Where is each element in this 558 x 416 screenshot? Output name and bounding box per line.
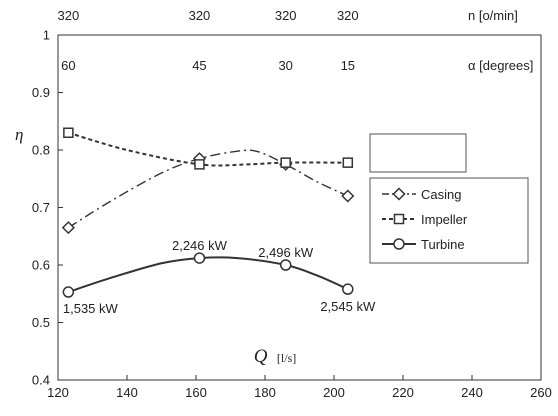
y-tick-label: 0.8 xyxy=(32,143,50,158)
series-turbine xyxy=(62,252,354,298)
y-tick-label: 0.7 xyxy=(32,200,50,215)
legend: Casing Impeller Turbine xyxy=(369,177,529,264)
top-row-value: 30 xyxy=(278,58,292,73)
series-impeller xyxy=(63,127,354,170)
legend-marker-casing xyxy=(392,187,406,201)
top-row-value: 320 xyxy=(337,8,359,23)
series-line-casing xyxy=(67,149,349,229)
x-tick-label: 140 xyxy=(116,385,138,400)
y-tick-label: 0.6 xyxy=(32,258,50,273)
data-point-impeller xyxy=(342,157,354,168)
top-row-label: α [degrees] xyxy=(468,58,533,73)
data-point-turbine xyxy=(62,286,75,298)
data-point-turbine xyxy=(279,259,292,271)
x-axis-label: Q [l/s] xyxy=(254,346,297,367)
legend-marker-impeller xyxy=(393,213,405,225)
top-row-label: n [o/min] xyxy=(468,8,518,23)
y-axis-label: η xyxy=(15,125,23,144)
legend-label-turbine: Turbine xyxy=(421,237,465,252)
data-point-impeller xyxy=(63,127,74,138)
x-tick-label: 160 xyxy=(185,385,207,400)
top-row-value: 320 xyxy=(57,8,79,23)
y-tick-label: 0.5 xyxy=(32,315,50,330)
y-tick-label: 0.9 xyxy=(32,85,50,100)
y-axis-ticks: 0.4 0.5 0.6 0.7 0.8 0.9 1 xyxy=(32,28,63,388)
power-annotations: 1,535 kW 2,246 kW 2,496 kW 2,545 kW xyxy=(63,238,376,316)
x-axis-ticks: 120 140 160 180 200 220 240 260 xyxy=(47,375,552,400)
series-line-turbine xyxy=(68,256,349,293)
legend-label-impeller: Impeller xyxy=(421,212,468,227)
power-label: 2,545 kW xyxy=(320,299,376,314)
legend-marker-turbine xyxy=(393,238,405,250)
top-row-value: 60 xyxy=(61,58,75,73)
data-point-casing xyxy=(341,189,355,203)
x-tick-label: 240 xyxy=(461,385,483,400)
x-axis-label-unit: [l/s] xyxy=(277,351,296,365)
data-point-impeller xyxy=(280,157,291,168)
top-row-value: 320 xyxy=(189,8,211,23)
x-tick-label: 260 xyxy=(530,385,552,400)
x-axis-label-symbol: Q xyxy=(254,346,268,367)
x-tick-label: 200 xyxy=(323,385,345,400)
power-label: 2,496 kW xyxy=(258,245,314,260)
top-row-value: 15 xyxy=(341,58,355,73)
power-label: 2,246 kW xyxy=(172,238,228,253)
series-line-impeller xyxy=(68,131,348,167)
data-point-impeller xyxy=(194,159,205,170)
empty-legend-box xyxy=(369,133,467,173)
x-tick-label: 120 xyxy=(47,385,69,400)
data-point-casing xyxy=(61,221,75,235)
x-tick-label: 180 xyxy=(254,385,276,400)
data-point-turbine xyxy=(193,252,206,264)
x-tick-label: 220 xyxy=(392,385,414,400)
top-row-value: 45 xyxy=(192,58,206,73)
y-tick-label: 1 xyxy=(43,28,50,43)
legend-label-casing: Casing xyxy=(421,187,461,202)
data-point-turbine xyxy=(342,283,354,295)
top-row-value: 320 xyxy=(275,8,297,23)
top-parameter-rows: 320 320 320 320 n [o/min] 60 45 30 15 α [degrees] xyxy=(57,8,533,73)
power-label: 1,535 kW xyxy=(63,301,119,316)
y-tick-label: 0.4 xyxy=(32,373,50,388)
series-group xyxy=(61,127,355,298)
